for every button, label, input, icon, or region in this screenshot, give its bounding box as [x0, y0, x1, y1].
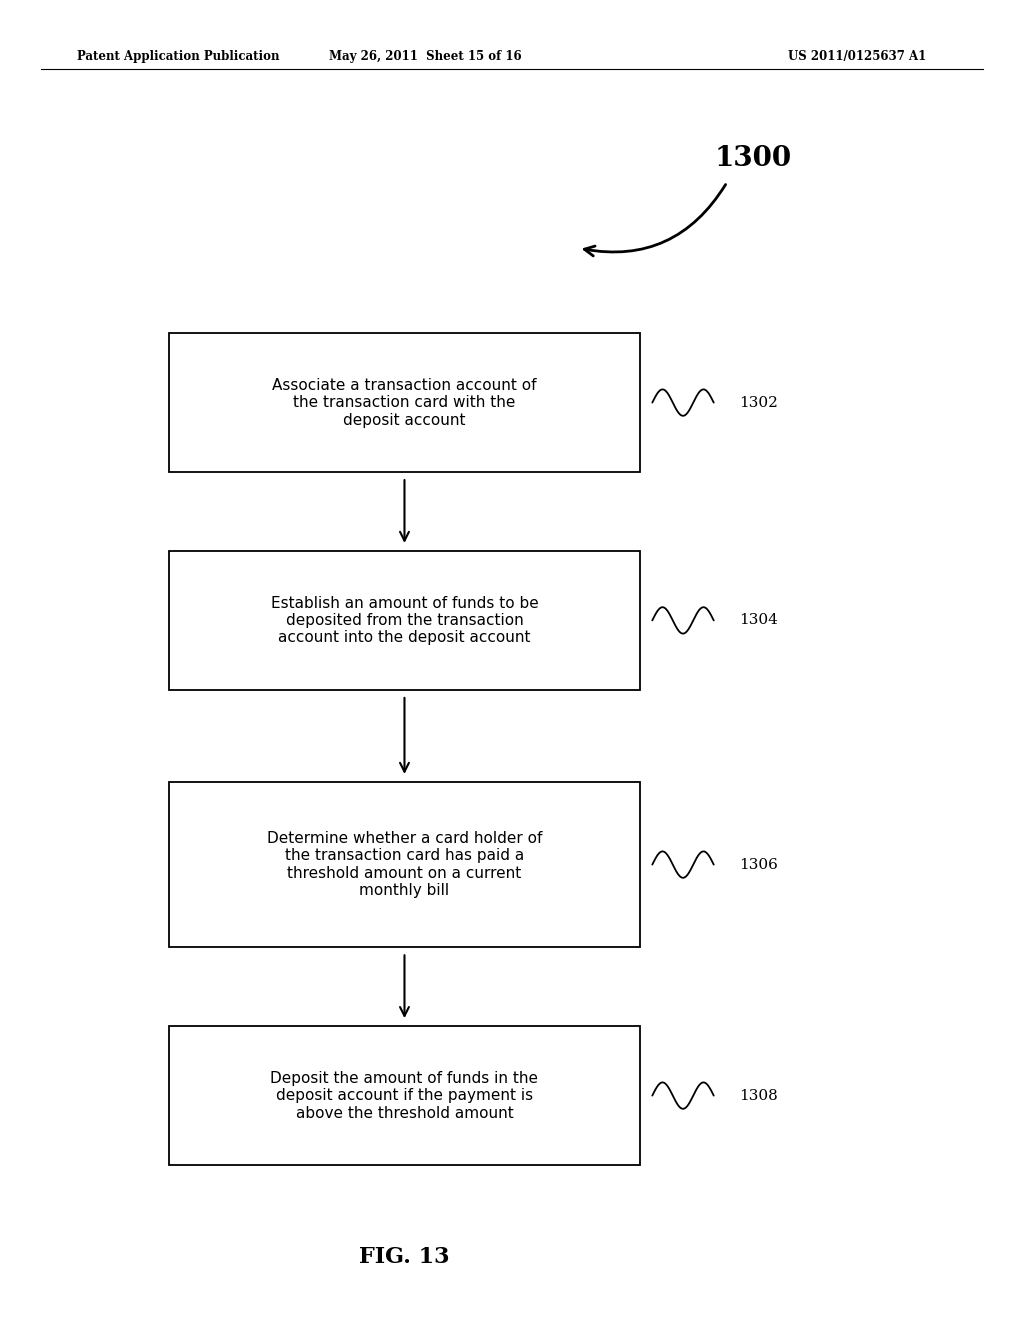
Text: Determine whether a card holder of
the transaction card has paid a
threshold amo: Determine whether a card holder of the t… [267, 832, 542, 898]
Text: Associate a transaction account of
the transaction card with the
deposit account: Associate a transaction account of the t… [272, 378, 537, 428]
Text: FIG. 13: FIG. 13 [359, 1246, 450, 1267]
Bar [169, 334, 640, 473]
Bar [169, 1027, 640, 1164]
Text: Patent Application Publication: Patent Application Publication [77, 50, 280, 63]
Bar [169, 552, 640, 689]
Text: US 2011/0125637 A1: US 2011/0125637 A1 [788, 50, 927, 63]
Text: Establish an amount of funds to be
deposited from the transaction
account into t: Establish an amount of funds to be depos… [270, 595, 539, 645]
Text: 1308: 1308 [739, 1089, 778, 1102]
Text: 1306: 1306 [739, 858, 778, 871]
Text: May 26, 2011  Sheet 15 of 16: May 26, 2011 Sheet 15 of 16 [329, 50, 521, 63]
Text: 1302: 1302 [739, 396, 778, 409]
Bar [169, 781, 640, 948]
Text: Deposit the amount of funds in the
deposit account if the payment is
above the t: Deposit the amount of funds in the depos… [270, 1071, 539, 1121]
Text: 1300: 1300 [714, 145, 792, 172]
Text: 1304: 1304 [739, 614, 778, 627]
